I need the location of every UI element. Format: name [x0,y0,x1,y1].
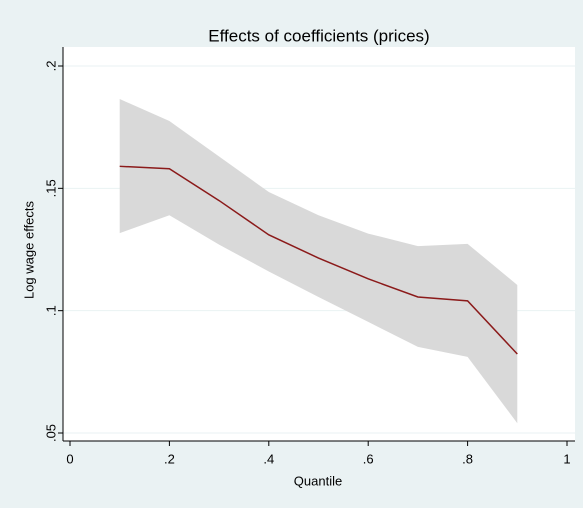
x-tick-label: 1 [563,451,570,466]
x-axis-label: Quantile [294,473,342,488]
line [119,165,518,355]
y-tick-label: .05 [43,424,58,442]
y-tick-label: .1 [43,305,58,316]
x-tick-label: .8 [462,451,473,466]
y-tick-label: .15 [43,179,58,197]
confidence-band [119,99,518,424]
x-tick-label: .2 [164,451,175,466]
x-tick-label: .4 [263,451,274,466]
chart-title: Effects of coefficients (prices) [208,26,429,45]
y-tick-label: .2 [43,61,58,72]
y-axis-label: Log wage effects [21,200,36,299]
x-tick-label: .6 [363,451,374,466]
x-tick-label: 0 [66,451,73,466]
